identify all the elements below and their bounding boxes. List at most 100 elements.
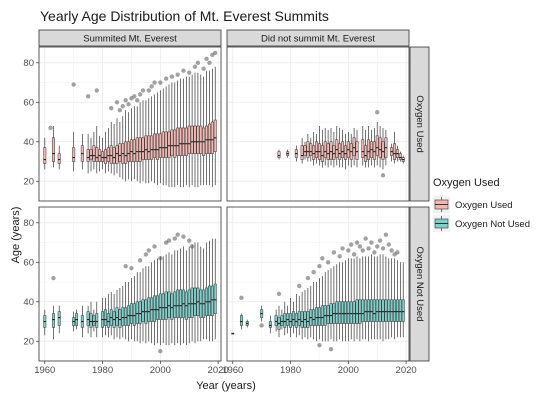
box-body — [193, 287, 197, 316]
box-body — [372, 141, 376, 160]
box-body — [179, 127, 183, 156]
box — [395, 145, 399, 162]
outlier-point — [135, 98, 140, 103]
box-body — [132, 303, 136, 326]
box — [179, 248, 183, 346]
box — [57, 305, 61, 334]
box-body — [352, 137, 356, 156]
outlier-point — [109, 106, 114, 111]
box-body — [187, 125, 191, 154]
box — [323, 272, 327, 342]
outlier-point — [126, 102, 131, 107]
box-body — [109, 145, 113, 164]
box — [95, 301, 99, 338]
outlier-point — [375, 109, 380, 115]
box — [393, 258, 397, 340]
box — [315, 282, 319, 342]
box-body — [390, 299, 394, 322]
box — [176, 80, 180, 186]
y-tick-label: 40 — [23, 297, 34, 308]
box-body — [346, 301, 350, 324]
box-body — [381, 299, 385, 322]
box-body — [358, 299, 362, 324]
box-body — [309, 143, 313, 156]
box-body — [395, 299, 399, 322]
outlier-point — [71, 82, 76, 87]
box-body — [92, 315, 96, 326]
outlier-point — [366, 246, 371, 251]
box-body — [393, 299, 397, 322]
box — [398, 151, 402, 162]
box-body — [300, 145, 304, 160]
box-body — [106, 313, 110, 328]
box — [106, 293, 110, 338]
outlier-point — [328, 346, 334, 352]
box — [277, 305, 281, 338]
outlier-point — [372, 250, 377, 255]
box — [103, 297, 107, 336]
box — [303, 141, 307, 160]
box — [89, 137, 93, 172]
outlier-point — [297, 283, 302, 289]
box-body — [355, 299, 359, 324]
box-body — [95, 313, 99, 328]
box — [161, 256, 165, 344]
box-body — [367, 299, 371, 322]
outlier-point — [132, 94, 137, 99]
box — [303, 289, 307, 338]
box-body — [51, 137, 55, 162]
box — [205, 70, 209, 186]
box-body — [210, 121, 214, 154]
box — [51, 305, 55, 340]
box — [118, 122, 122, 178]
outlier-point — [380, 173, 386, 178]
box — [155, 258, 159, 344]
box — [294, 293, 298, 338]
box — [294, 145, 298, 162]
x-tick-label: 2000 — [338, 365, 359, 376]
box-body — [170, 129, 174, 156]
box — [155, 92, 159, 186]
outlier-point — [189, 244, 195, 249]
box — [355, 129, 359, 168]
box — [231, 332, 235, 335]
box — [210, 238, 214, 342]
box-body — [326, 143, 330, 160]
legend-title: Oxygen Used — [433, 177, 500, 189]
box — [245, 319, 249, 328]
box — [135, 106, 139, 182]
box — [338, 127, 342, 168]
box-body — [176, 127, 180, 156]
box-body — [144, 135, 148, 160]
legend-label: Oxygen Not Used — [455, 219, 530, 230]
box — [190, 74, 194, 186]
box-body — [72, 147, 76, 162]
legend-entry: Oxygen Not Used — [433, 215, 530, 232]
box-body — [300, 311, 304, 328]
box-body — [173, 129, 177, 158]
box-body — [193, 125, 197, 154]
box-body — [312, 145, 316, 160]
y-tick-label: 20 — [23, 176, 34, 187]
box-body — [153, 133, 157, 158]
box — [138, 102, 142, 184]
box — [335, 264, 339, 342]
box-body — [364, 299, 368, 322]
box — [202, 76, 206, 186]
outlier-point — [158, 348, 163, 354]
outlier-point — [369, 240, 374, 245]
box-body — [170, 293, 174, 320]
y-axis-title: Age (years) — [10, 207, 22, 264]
box-body — [161, 293, 165, 320]
box — [352, 258, 356, 342]
box — [196, 72, 200, 188]
box — [384, 256, 388, 340]
box-body — [124, 307, 128, 326]
x-tick-label: 2020 — [208, 365, 229, 376]
box-body — [147, 297, 151, 322]
box-body — [118, 309, 122, 328]
legend-entry: Oxygen Used — [433, 196, 513, 213]
outlier-point — [349, 242, 354, 247]
box-body — [384, 299, 388, 322]
